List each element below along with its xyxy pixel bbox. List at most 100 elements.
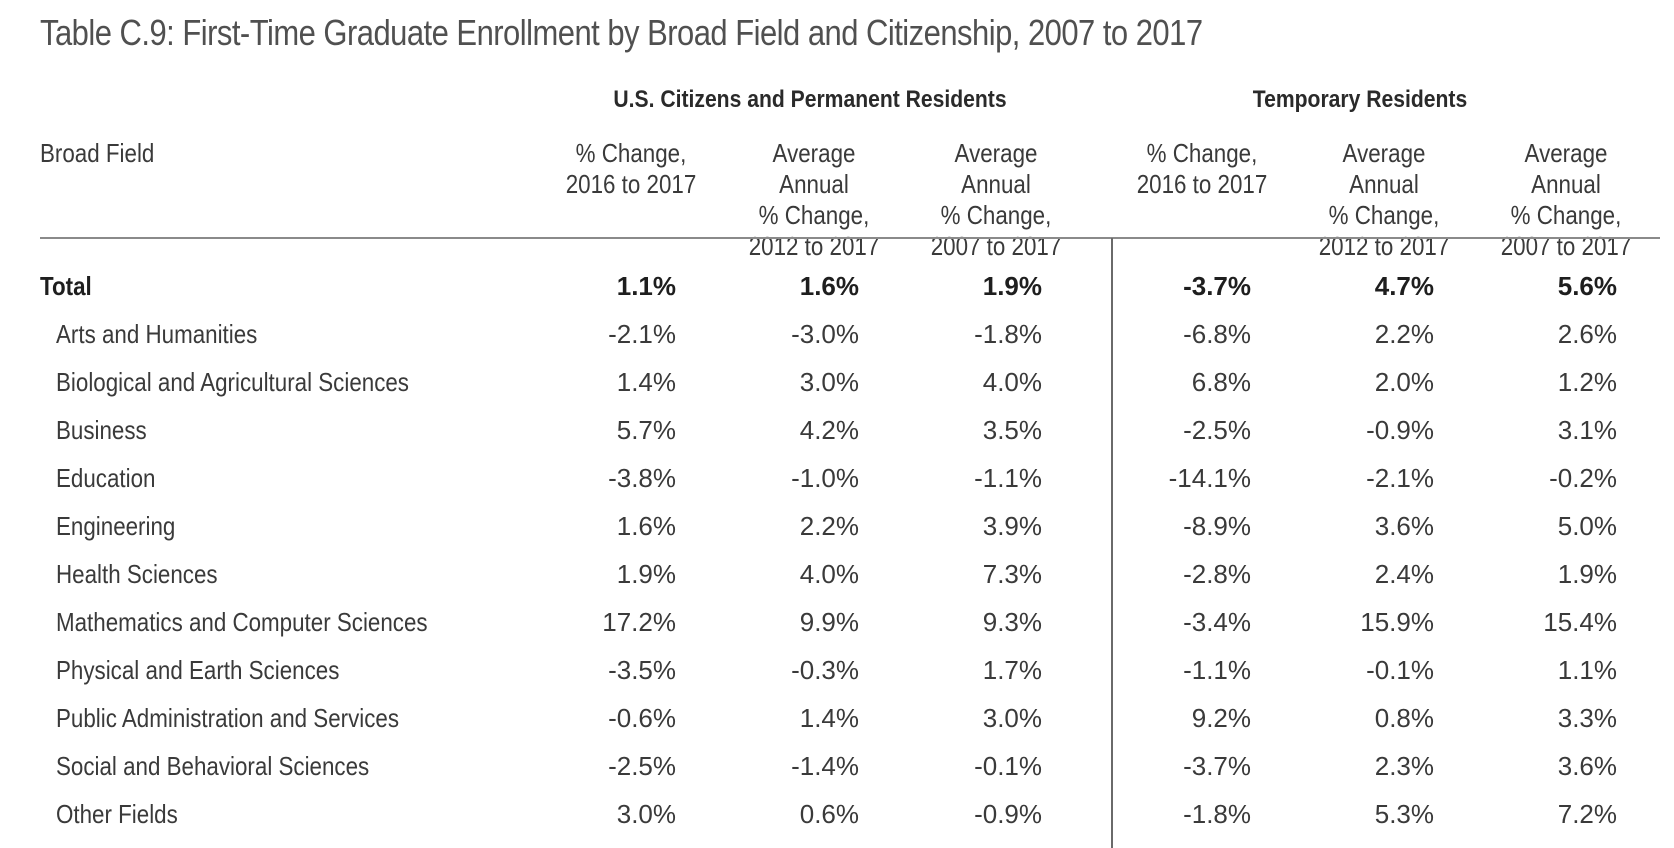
row-label-broad-field: Other Fields <box>56 799 178 829</box>
cell-temp-avg-2007-2017: 3.3% <box>1557 703 1617 733</box>
cell-temp-avg-2012-2017: 2.0% <box>1374 367 1434 397</box>
cell-us-avg-2012-2017: 3.0% <box>799 367 859 397</box>
table-row: Education -3.8% -1.0% -1.1% -14.1% -2.1% -0.2% <box>0 454 1674 502</box>
cell-us-avg-2012-2017: 4.0% <box>799 559 859 589</box>
group-header-temporary-residents: Temporary Residents <box>1252 86 1468 113</box>
cell-us-change-2016-2017: -2.1% <box>608 319 676 349</box>
cell-us-avg-2007-2017: 9.3% <box>982 607 1042 637</box>
table-row: Public Administration and Services -0.6% 1… <box>0 694 1674 742</box>
cell-temp-change-2016-2017: -14.1% <box>1168 463 1251 493</box>
cell-temp-change-2016-2017: -2.8% <box>1183 559 1251 589</box>
cell-temp-avg-2012-2017: -0.9% <box>1366 415 1434 445</box>
cell-temp-avg-2007-2017: 5.6% <box>1557 271 1617 301</box>
cell-us-change-2016-2017: 1.9% <box>616 559 676 589</box>
cell-temp-change-2016-2017: 6.8% <box>1191 367 1251 397</box>
cell-us-avg-2007-2017: 1.7% <box>982 655 1042 685</box>
row-label-broad-field: Total <box>40 271 92 301</box>
row-label-broad-field: Education <box>56 463 156 493</box>
table-title: Table C.9: First-Time Graduate Enrollmen… <box>40 12 1203 53</box>
cell-us-avg-2007-2017: -0.9% <box>974 799 1042 829</box>
cell-us-change-2016-2017: -3.5% <box>608 655 676 685</box>
cell-temp-avg-2007-2017: 3.1% <box>1557 415 1617 445</box>
cell-temp-avg-2007-2017: -0.2% <box>1549 463 1617 493</box>
cell-us-avg-2012-2017: 9.9% <box>799 607 859 637</box>
group-header-us-citizens: U.S. Citizens and Permanent Residents <box>613 86 1007 113</box>
cell-us-avg-2007-2017: -0.1% <box>974 751 1042 781</box>
row-label-broad-field: Public Administration and Services <box>56 703 400 733</box>
cell-us-avg-2007-2017: 4.0% <box>982 367 1042 397</box>
table-row: Biological and Agricultural Sciences 1.4%… <box>0 358 1674 406</box>
cell-us-change-2016-2017: 1.1% <box>616 271 676 301</box>
cell-us-avg-2007-2017: 7.3% <box>982 559 1042 589</box>
cell-us-avg-2007-2017: -1.8% <box>974 319 1042 349</box>
row-label-broad-field: Health Sciences <box>56 559 218 589</box>
table-row: Physical and Earth Sciences -3.5% -0.3% 1.7… <box>0 646 1674 694</box>
column-header-us-avg-2007-2017: Average Annual% Change, 2007 to 2017 <box>930 138 1062 261</box>
table-row: Health Sciences 1.9% 4.0% 7.3% -2.8% 2.4% 1.9% <box>0 550 1674 598</box>
cell-temp-avg-2012-2017: -0.1% <box>1366 655 1434 685</box>
row-label-broad-field: Physical and Earth Sciences <box>56 655 340 685</box>
column-header-us-avg-2012-2017: Average Annual% Change, 2012 to 2017 <box>748 138 880 261</box>
cell-us-avg-2007-2017: 3.0% <box>982 703 1042 733</box>
cell-temp-change-2016-2017: -8.9% <box>1183 511 1251 541</box>
column-header-temp-change-2016-2017: % Change, 2016 to 2017 <box>1136 138 1268 199</box>
cell-temp-avg-2007-2017: 5.0% <box>1557 511 1617 541</box>
cell-temp-change-2016-2017: -2.5% <box>1183 415 1251 445</box>
cell-temp-avg-2007-2017: 1.1% <box>1557 655 1617 685</box>
cell-temp-avg-2012-2017: 0.8% <box>1374 703 1434 733</box>
cell-temp-change-2016-2017: -3.7% <box>1183 751 1251 781</box>
cell-us-avg-2012-2017: -0.3% <box>791 655 859 685</box>
cell-temp-avg-2007-2017: 1.2% <box>1557 367 1617 397</box>
cell-us-change-2016-2017: 17.2% <box>602 607 676 637</box>
cell-us-change-2016-2017: 5.7% <box>616 415 676 445</box>
column-header-broad-field: Broad Field <box>40 138 155 168</box>
cell-us-avg-2007-2017: 1.9% <box>982 271 1042 301</box>
table-row: Engineering 1.6% 2.2% 3.9% -8.9% 3.6% 5.0% <box>0 502 1674 550</box>
cell-temp-avg-2007-2017: 1.9% <box>1557 559 1617 589</box>
cell-us-avg-2012-2017: -3.0% <box>791 319 859 349</box>
cell-us-change-2016-2017: 1.6% <box>616 511 676 541</box>
row-label-broad-field: Biological and Agricultural Sciences <box>56 367 409 397</box>
table-row: Mathematics and Computer Sciences 17.2% 9.… <box>0 598 1674 646</box>
cell-us-change-2016-2017: 1.4% <box>616 367 676 397</box>
cell-us-change-2016-2017: 3.0% <box>616 799 676 829</box>
cell-us-avg-2012-2017: 0.6% <box>799 799 859 829</box>
row-label-broad-field: Arts and Humanities <box>56 319 258 349</box>
cell-us-avg-2012-2017: 4.2% <box>799 415 859 445</box>
cell-temp-change-2016-2017: -6.8% <box>1183 319 1251 349</box>
row-label-broad-field: Social and Behavioral Sciences <box>56 751 370 781</box>
cell-temp-avg-2007-2017: 2.6% <box>1557 319 1617 349</box>
cell-temp-avg-2012-2017: 2.4% <box>1374 559 1434 589</box>
cell-temp-avg-2012-2017: 15.9% <box>1360 607 1434 637</box>
cell-temp-avg-2012-2017: -2.1% <box>1366 463 1434 493</box>
cell-temp-change-2016-2017: -3.4% <box>1183 607 1251 637</box>
cell-us-avg-2012-2017: 1.6% <box>799 271 859 301</box>
table-row-total: Total 1.1% 1.6% 1.9% -3.7% 4.7% 5.6% <box>0 262 1674 310</box>
cell-temp-change-2016-2017: -1.8% <box>1183 799 1251 829</box>
cell-us-change-2016-2017: -3.8% <box>608 463 676 493</box>
cell-us-avg-2012-2017: 2.2% <box>799 511 859 541</box>
cell-temp-avg-2012-2017: 2.2% <box>1374 319 1434 349</box>
column-header-temp-avg-2007-2017: Average Annual% Change, 2007 to 2017 <box>1500 138 1632 261</box>
row-label-broad-field: Engineering <box>56 511 176 541</box>
cell-temp-avg-2007-2017: 7.2% <box>1557 799 1617 829</box>
table-row: Social and Behavioral Sciences -2.5% -1.4%… <box>0 742 1674 790</box>
cell-us-avg-2012-2017: -1.4% <box>791 751 859 781</box>
group-divider <box>1111 238 1113 848</box>
cell-us-avg-2007-2017: -1.1% <box>974 463 1042 493</box>
cell-us-change-2016-2017: -0.6% <box>608 703 676 733</box>
cell-temp-avg-2007-2017: 3.6% <box>1557 751 1617 781</box>
cell-temp-avg-2012-2017: 5.3% <box>1374 799 1434 829</box>
cell-us-avg-2012-2017: 1.4% <box>799 703 859 733</box>
cell-temp-avg-2012-2017: 2.3% <box>1374 751 1434 781</box>
cell-temp-change-2016-2017: -1.1% <box>1183 655 1251 685</box>
column-header-us-change-2016-2017: % Change, 2016 to 2017 <box>565 138 697 199</box>
cell-us-avg-2012-2017: -1.0% <box>791 463 859 493</box>
cell-temp-change-2016-2017: -3.7% <box>1183 271 1251 301</box>
cell-us-change-2016-2017: -2.5% <box>608 751 676 781</box>
row-label-broad-field: Business <box>56 415 147 445</box>
cell-us-avg-2007-2017: 3.9% <box>982 511 1042 541</box>
cell-us-avg-2007-2017: 3.5% <box>982 415 1042 445</box>
cell-temp-change-2016-2017: 9.2% <box>1191 703 1251 733</box>
cell-temp-avg-2012-2017: 4.7% <box>1374 271 1434 301</box>
